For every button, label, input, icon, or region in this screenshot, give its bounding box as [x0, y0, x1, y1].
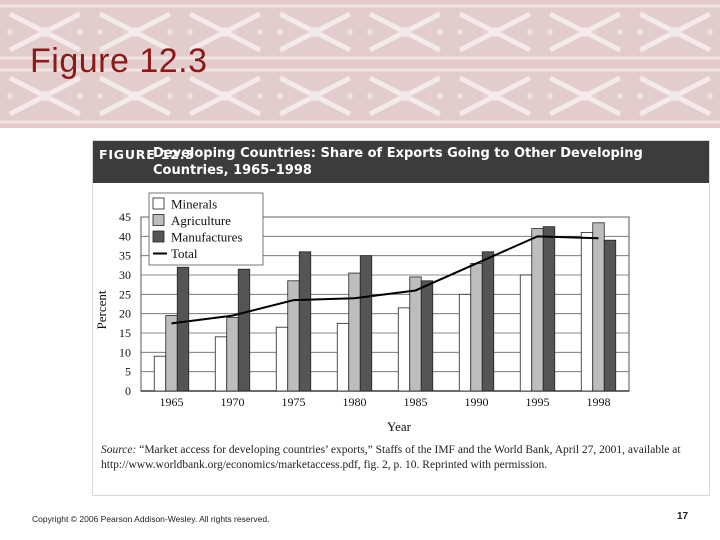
bar-manufactures: [359, 255, 373, 392]
x-tick-label: 1975: [282, 395, 306, 409]
legend-label-agriculture: Agriculture: [171, 213, 231, 228]
bar-minerals: [336, 322, 350, 392]
bar-manufactures: [298, 251, 312, 392]
bar-manufactures: [542, 226, 556, 392]
legend-swatch-minerals: [152, 197, 165, 210]
x-tick-label: 1970: [221, 395, 245, 409]
y-tick-label: 40: [119, 229, 131, 243]
y-tick-label: 30: [119, 268, 131, 282]
bar-minerals: [153, 355, 167, 392]
legend-label-total: Total: [171, 246, 198, 261]
bar-agriculture: [470, 263, 483, 392]
bar-manufactures: [603, 239, 617, 392]
source-text: “Market access for developing countries’…: [101, 444, 681, 471]
bar-agriculture: [287, 280, 300, 392]
legend-label-minerals: Minerals: [171, 197, 217, 212]
bar-manufactures: [176, 266, 190, 392]
figure-label: FIGURE 12.3: [99, 147, 195, 162]
x-tick-label: 1985: [404, 395, 428, 409]
figure-title: Developing Countries: Share of Exports G…: [153, 146, 643, 178]
bar-minerals: [458, 293, 472, 392]
bar-manufactures: [237, 268, 251, 392]
x-axis-title: Year: [387, 419, 412, 434]
page-number: 17: [677, 511, 689, 522]
bar-agriculture: [348, 272, 361, 392]
banner-pattern: [0, 0, 720, 128]
legend-box: [148, 192, 264, 266]
x-tick-label: 1998: [587, 395, 611, 409]
legend-label-manufactures: Manufactures: [171, 230, 242, 245]
y-axis-title: Percent: [94, 290, 109, 329]
bar-agriculture: [592, 222, 605, 392]
bar-minerals: [275, 326, 289, 392]
source-note: Source: “Market access for developing co…: [101, 443, 701, 473]
y-tick-label: 20: [119, 307, 131, 321]
y-tick-label: 15: [119, 326, 131, 340]
y-tick-label: 10: [119, 345, 131, 359]
x-tick-label: 1995: [526, 395, 550, 409]
source-label: Source:: [101, 444, 137, 456]
bar-manufactures: [420, 280, 434, 392]
legend-swatch-agriculture: [152, 214, 165, 226]
title-banner: Figure 12.3: [0, 0, 720, 128]
line-total: [171, 235, 599, 325]
y-tick-label: 45: [119, 210, 131, 224]
bar-minerals: [397, 307, 411, 392]
bar-agriculture: [226, 317, 239, 392]
x-tick-label: 1980: [343, 395, 367, 409]
y-tick-label: 25: [119, 287, 131, 301]
bar-agriculture: [165, 315, 178, 392]
y-tick-label: 0: [125, 384, 131, 398]
legend-swatch-manufactures: [152, 230, 165, 243]
y-tick-label: 5: [125, 365, 131, 379]
bar-agriculture: [531, 228, 544, 392]
bar-chart: 0 5 10 15 20 25 30 35 40 45 1965 1970 1975 1980 1985 19…: [94, 192, 630, 434]
figure-header: FIGURE 12.3 Developing Countries: Share …: [93, 141, 709, 183]
bar-agriculture: [409, 276, 422, 392]
figure-panel: FIGURE 12.3 Developing Countries: Share …: [92, 140, 710, 496]
bar-manufactures: [481, 251, 495, 392]
y-tick-label: 35: [119, 249, 131, 263]
x-tick-label: 1965: [160, 395, 184, 409]
bar-minerals: [580, 232, 594, 392]
copyright-notice: Copyright © 2006 Pearson Addison-Wesley.…: [32, 514, 270, 524]
bar-minerals: [214, 336, 228, 392]
slide-title: Figure 12.3: [30, 42, 208, 80]
x-tick-label: 1990: [465, 395, 489, 409]
bar-minerals: [519, 274, 533, 392]
